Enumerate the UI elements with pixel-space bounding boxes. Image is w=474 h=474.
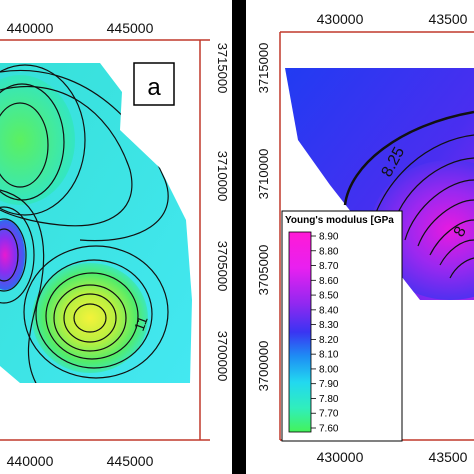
legend-title: Young's modulus [GPa — [285, 215, 394, 226]
legend-tick-label: 8.90 — [319, 232, 339, 243]
legend-tick-label: 8.00 — [319, 364, 339, 375]
legend-tick-label: 8.70 — [319, 261, 339, 272]
left-contour-label: 11 — [131, 314, 151, 333]
panel-label-box — [133, 62, 175, 106]
color-legend: Young's modulus [GPa 8.90 8.80 8.70 8.60 8.5… — [281, 210, 403, 442]
right-y-tick: 3715000 — [256, 43, 271, 94]
left-y-tick: 3705000 — [215, 241, 230, 292]
right-y-tick: 3705000 — [256, 245, 271, 296]
legend-tick-label: 8.60 — [319, 276, 339, 287]
legend-tick-label: 8.50 — [319, 291, 339, 302]
right-x-tick-bottom: 43500 — [429, 449, 468, 465]
left-x-tick-bottom: 445000 — [107, 453, 154, 469]
left-x-tick-top: 440000 — [7, 20, 54, 36]
panel-divider — [232, 0, 246, 474]
left-y-tick: 3715000 — [215, 43, 230, 94]
right-x-tick-bottom: 430000 — [317, 449, 364, 465]
left-contour-lines — [0, 64, 169, 383]
legend-tick-label: 8.80 — [319, 246, 339, 257]
legend-tick-label: 8.30 — [319, 320, 339, 331]
legend-tick-label: 7.80 — [319, 394, 339, 405]
panel-label: a — [147, 74, 161, 101]
right-y-tick: 3710000 — [256, 149, 271, 200]
right-x-tick-top: 43500 — [429, 11, 468, 27]
left-contour-map — [0, 63, 192, 383]
left-x-tick-bottom: 440000 — [7, 453, 54, 469]
legend-color-bar — [288, 231, 312, 433]
right-major-contour — [343, 110, 474, 206]
legend-tick-label: 8.20 — [319, 335, 339, 346]
legend-labels: 8.90 8.80 8.70 8.60 8.50 8.40 8.30 8.20 8.10 8.00… — [311, 232, 339, 435]
right-y-tick: 3700000 — [256, 341, 271, 392]
left-x-tick-top: 445000 — [107, 20, 154, 36]
legend-tick-label: 8.10 — [319, 350, 339, 361]
left-y-tick: 3700000 — [215, 331, 230, 382]
left-y-tick: 3710000 — [215, 151, 230, 202]
legend-tick-label: 7.70 — [319, 409, 339, 420]
right-map-panel: 8.25 8 430000 43500 430000 43500 3715000… — [246, 0, 474, 474]
right-x-tick-top: 430000 — [317, 11, 364, 27]
left-map-panel: 11 a 440000 445000 440000 445000 3715000… — [0, 20, 230, 469]
legend-tick-label: 8.40 — [319, 305, 339, 316]
legend-tick-label: 7.60 — [319, 424, 339, 435]
legend-tick-label: 7.90 — [319, 379, 339, 390]
